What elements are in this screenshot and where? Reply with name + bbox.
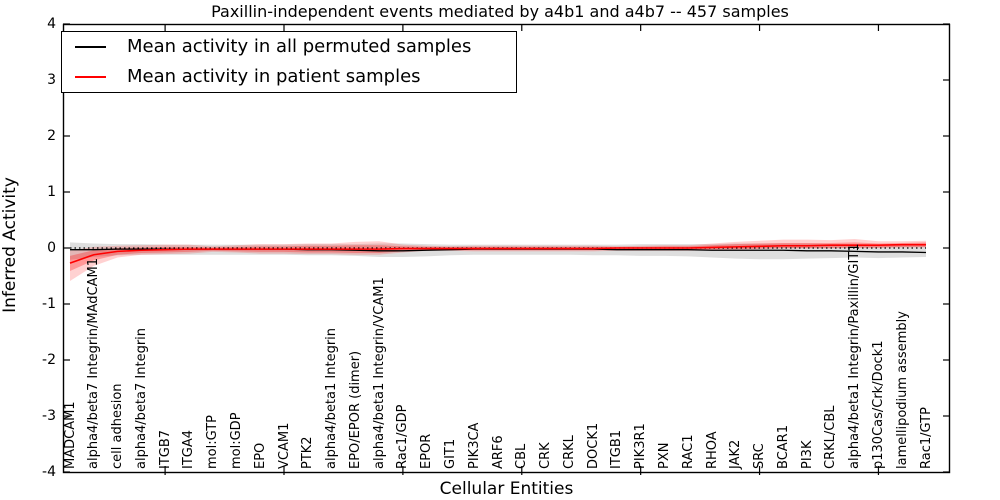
x-tick-label: alpha4/beta1 Integrin/VCAM1 xyxy=(371,277,387,469)
y-tick-label: 2 xyxy=(47,128,56,144)
legend-item-patient: Mean activity in patient samples xyxy=(62,63,516,91)
legend-item-permuted: Mean activity in all permuted samples xyxy=(62,33,516,61)
y-tick-label: -2 xyxy=(42,352,56,368)
x-tick-label: p130Cas/Crk/Dock1 xyxy=(870,340,886,469)
patient-mean-line xyxy=(69,243,926,264)
x-tick-label: Rac1/GTP xyxy=(918,407,934,469)
x-tick-label: ARF6 xyxy=(490,435,506,469)
y-tick-label: 3 xyxy=(47,72,56,88)
x-tick-label: EPO xyxy=(252,442,268,469)
x-tick-label: PI3K xyxy=(799,440,815,469)
x-tick-label: MADCAM1 xyxy=(62,401,78,469)
x-tick-label: alpha4/beta1 Integrin xyxy=(324,327,340,469)
y-tick-label: -1 xyxy=(42,296,56,312)
x-tick-label: EPOR xyxy=(419,433,435,469)
x-tick-label: PIK3R1 xyxy=(633,423,649,469)
y-tick-label: 0 xyxy=(47,240,56,256)
x-tick-label: ITGB7 xyxy=(157,429,173,469)
x-tick-label: CRKL/CBL xyxy=(823,405,839,470)
x-tick-label: alpha4/beta7 Integrin xyxy=(133,327,149,469)
x-tick-label: alpha4/beta1 Integrin/Paxillin/GIT1 xyxy=(847,243,863,469)
x-tick-label: BCAR1 xyxy=(775,425,791,469)
x-tick-label: EPO/EPOR (dimer) xyxy=(347,350,363,469)
y-tick-label: -3 xyxy=(42,408,56,424)
x-tick-label: RHOA xyxy=(704,431,720,469)
legend: Mean activity in all permuted samples Me… xyxy=(61,31,517,93)
x-tick-label: CBL xyxy=(514,443,530,469)
x-tick-label: ITGA4 xyxy=(181,429,197,469)
x-tick-label: mol:GDP xyxy=(228,412,244,469)
y-tick-label: 4 xyxy=(47,16,56,32)
x-tick-label: PXN xyxy=(656,442,672,469)
y-tick-label: -4 xyxy=(42,464,56,480)
x-tick-label: mol:GTP xyxy=(205,415,221,469)
x-tick-label: alpha4/beta7 Integrin/MAdCAM1 xyxy=(86,258,102,469)
x-tick-label: GIT1 xyxy=(442,438,458,469)
permuted-line-swatch xyxy=(75,46,106,49)
x-tick-label: JAK2 xyxy=(728,439,744,469)
x-tick-label: CRKL xyxy=(561,435,577,469)
x-tick-label: Rac1/GDP xyxy=(395,404,411,469)
legend-label: Mean activity in all permuted samples xyxy=(127,36,472,58)
y-tick-label: 1 xyxy=(47,184,56,200)
x-tick-label: PTK2 xyxy=(300,436,316,469)
x-tick-label: VCAM1 xyxy=(276,422,292,469)
x-tick-label: SRC xyxy=(752,443,768,469)
x-tick-label: RAC1 xyxy=(680,434,696,469)
x-axis-label: Cellular Entities xyxy=(439,479,574,499)
x-tick-label: ITGB1 xyxy=(609,429,625,469)
legend-label: Mean activity in patient samples xyxy=(127,65,421,87)
x-tick-label: DOCK1 xyxy=(585,422,601,469)
patient-line-swatch xyxy=(75,75,106,78)
x-tick-label: CRK xyxy=(538,442,554,469)
x-tick-label: cell adhesion xyxy=(110,383,126,469)
x-tick-label: PIK3CA xyxy=(466,422,482,469)
chart-title: Paxillin-independent events mediated by … xyxy=(211,2,789,21)
x-tick-label: lamellipodium assembly xyxy=(894,311,910,469)
